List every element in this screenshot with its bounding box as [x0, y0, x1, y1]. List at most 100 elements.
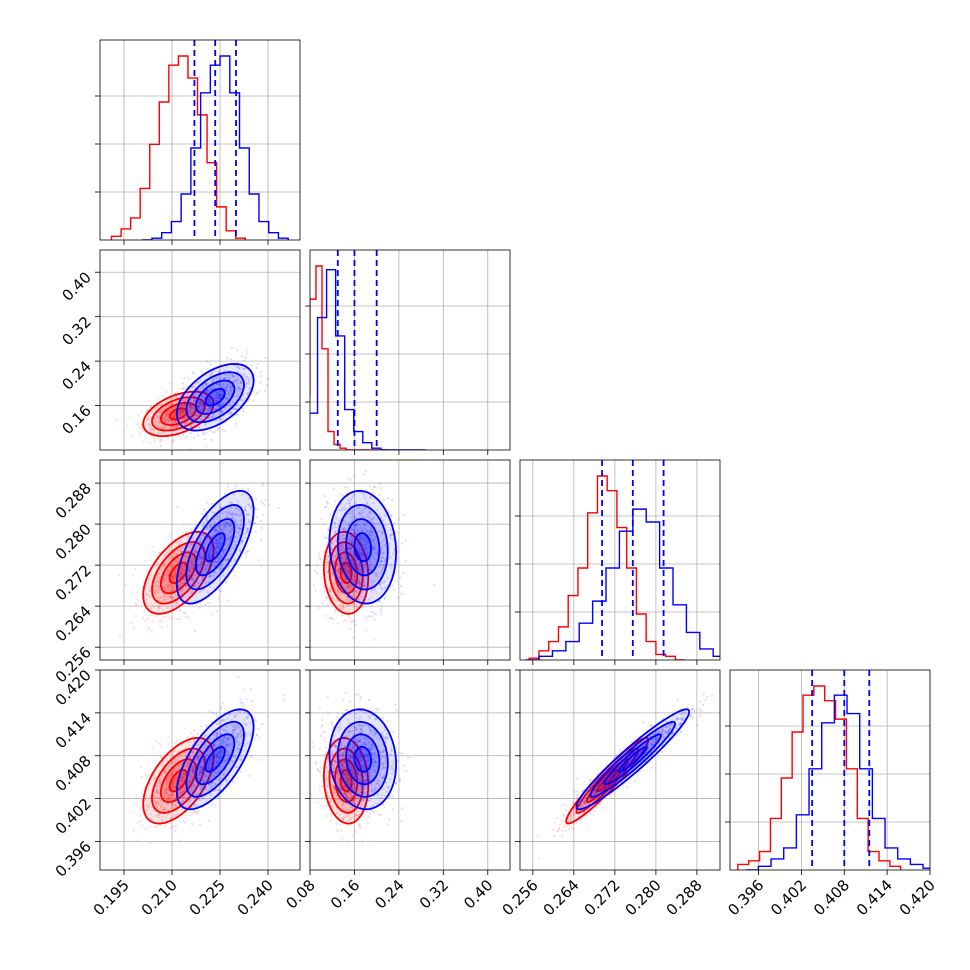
sample-point [208, 400, 211, 403]
sample-point [324, 596, 328, 599]
sample-point [359, 570, 362, 573]
sample-point [391, 498, 394, 502]
sample-point [358, 553, 361, 556]
sample-point [340, 581, 344, 585]
sample-point [165, 786, 168, 790]
sample-point [203, 544, 206, 547]
sample-point [200, 406, 204, 409]
sample-point [233, 379, 236, 383]
sample-point [167, 557, 170, 560]
sample-point [253, 522, 256, 525]
sample-point [170, 412, 174, 416]
sample-point [173, 430, 176, 433]
sample-point [155, 432, 159, 435]
sample-point [351, 579, 354, 582]
sample-point [339, 580, 342, 583]
sample-point [178, 410, 181, 413]
sample-point [191, 576, 194, 579]
sample-point [378, 493, 381, 497]
sample-point [216, 429, 220, 432]
sample-point [161, 418, 164, 421]
sample-point [172, 407, 175, 411]
sample-point [184, 821, 187, 824]
sample-point [139, 800, 142, 803]
sample-point [159, 444, 163, 448]
sample-point [217, 515, 220, 519]
contour-blue [185, 503, 245, 591]
sample-point [264, 498, 267, 501]
sample-point [143, 559, 147, 562]
sample-point [347, 585, 351, 589]
sample-point [366, 576, 370, 579]
sample-point [382, 563, 385, 566]
sample-point [336, 590, 339, 593]
sample-point [157, 430, 160, 434]
sample-point [218, 383, 221, 386]
sample-point [191, 594, 194, 598]
sample-point [189, 542, 192, 546]
sample-point [217, 393, 220, 396]
sample-point [162, 416, 165, 420]
sample-point [177, 585, 180, 588]
sample-point [145, 571, 149, 574]
sample-point [368, 545, 371, 549]
sample-point [174, 396, 178, 399]
sample-point [201, 398, 204, 401]
sample-point [162, 430, 165, 434]
sample-point [148, 415, 151, 418]
sample-point [164, 554, 167, 558]
sample-point [354, 623, 357, 626]
sample-point [149, 428, 153, 431]
sample-point [130, 434, 133, 438]
sample-point [221, 528, 224, 531]
sample-point [181, 410, 184, 413]
sample-point [334, 587, 337, 590]
sample-point [266, 377, 270, 380]
sample-point [189, 407, 192, 410]
sample-point [215, 551, 219, 554]
sample-point [353, 575, 357, 579]
sample-point [380, 572, 383, 575]
sample-point [218, 404, 221, 407]
sample-point [384, 559, 387, 563]
sample-point [211, 406, 214, 409]
sample-point [367, 598, 371, 601]
sample-point [341, 542, 345, 546]
sample-point [334, 555, 338, 558]
sample-point [373, 613, 376, 616]
sample-point [340, 544, 343, 547]
sample-point [183, 404, 187, 407]
sample-point [323, 494, 327, 498]
sample-point [198, 404, 201, 408]
sample-point [180, 550, 183, 554]
sample-point [174, 572, 177, 576]
sample-point [226, 557, 229, 561]
sample-point [358, 547, 361, 551]
sample-point [348, 617, 351, 620]
sample-point [188, 546, 191, 549]
sample-point [199, 402, 202, 405]
sample-point [193, 400, 196, 403]
sample-point [159, 425, 162, 429]
sample-point [218, 378, 222, 381]
sample-point [162, 592, 165, 595]
sample-point [343, 567, 346, 571]
sample-point [194, 417, 197, 420]
sample-point [153, 417, 156, 420]
sample-point [208, 574, 212, 578]
sample-point [360, 605, 363, 608]
sample-point [229, 411, 232, 414]
sample-point [215, 397, 218, 400]
sample-point [171, 574, 174, 578]
sample-point [163, 566, 166, 569]
sample-point [126, 424, 129, 428]
sample-point [190, 568, 193, 572]
sample-point [204, 566, 208, 569]
sample-point [352, 553, 356, 556]
sample-point [233, 520, 237, 523]
sample-point [214, 390, 218, 393]
sample-point [360, 566, 364, 570]
sample-point [247, 382, 250, 385]
sample-point [343, 606, 346, 610]
sample-point [320, 518, 323, 521]
